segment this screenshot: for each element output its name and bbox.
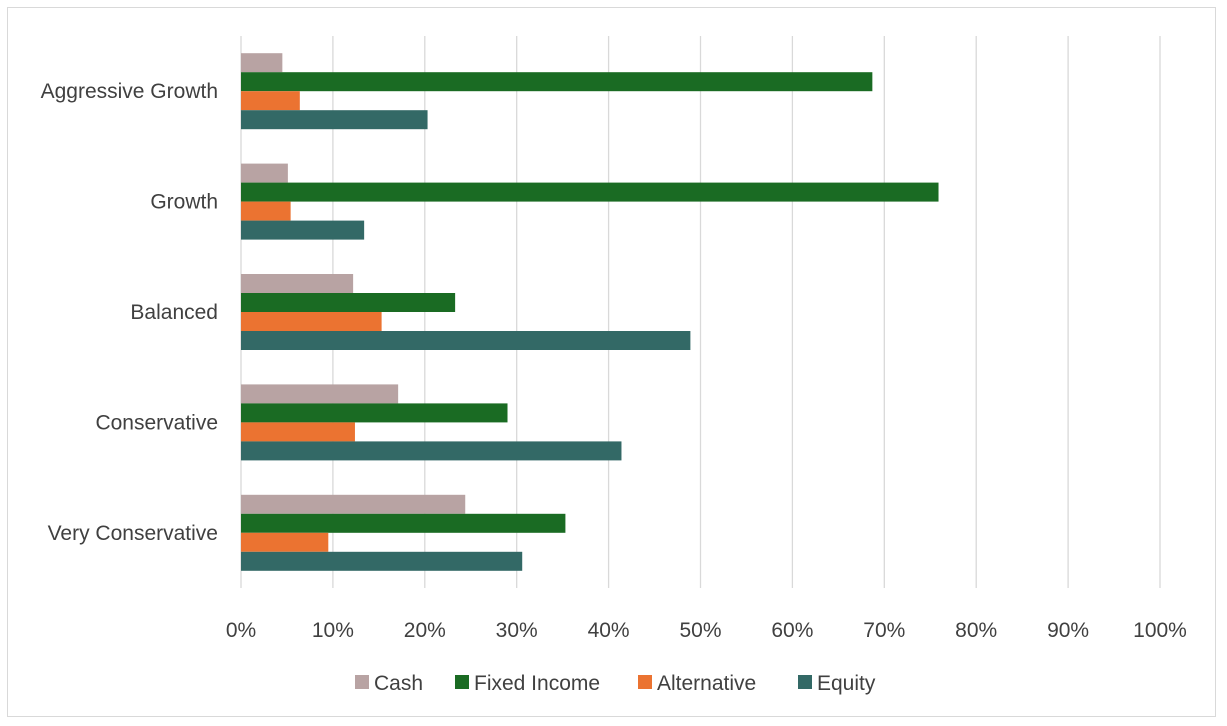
category-label: Balanced bbox=[130, 301, 218, 324]
x-tick-label: 70% bbox=[863, 619, 905, 642]
bar-alternative bbox=[241, 312, 382, 331]
chart-frame bbox=[7, 7, 1216, 717]
x-tick-label: 80% bbox=[955, 619, 997, 642]
bar-cash bbox=[241, 274, 354, 293]
bars bbox=[241, 53, 939, 571]
x-tick-labels: 0% 10% 20% 30% 40% 50% 60% 70% 80% 90% 100% bbox=[226, 619, 1187, 642]
x-tick-label: 50% bbox=[679, 619, 721, 642]
bar-fixed-income bbox=[241, 182, 939, 202]
bar-cash bbox=[241, 163, 288, 183]
bar-alternative bbox=[241, 201, 291, 221]
legend-swatch bbox=[455, 675, 469, 689]
bar-equity bbox=[241, 110, 428, 130]
legend-label: Fixed Income bbox=[474, 672, 600, 695]
bar-fixed-income bbox=[241, 72, 873, 92]
bar-cash bbox=[241, 494, 466, 514]
x-tick-label: 60% bbox=[771, 619, 813, 642]
x-tick-label: 30% bbox=[496, 619, 538, 642]
x-tick-label: 90% bbox=[1047, 619, 1089, 642]
bar-alternative bbox=[241, 532, 329, 552]
x-tick-label: 40% bbox=[588, 619, 630, 642]
category-label: Very Conservative bbox=[48, 522, 218, 545]
x-tick-label: 0% bbox=[226, 619, 256, 642]
legend: Cash Fixed Income Alternative Equity bbox=[355, 672, 876, 695]
legend-swatch bbox=[798, 675, 812, 689]
bar-fixed-income bbox=[241, 513, 566, 533]
legend-label: Alternative bbox=[657, 672, 756, 695]
category-label: Conservative bbox=[95, 411, 218, 434]
legend-swatch bbox=[355, 675, 369, 689]
legend-swatch bbox=[638, 675, 652, 689]
bar-fixed-income bbox=[241, 293, 456, 312]
category-label: Aggressive Growth bbox=[41, 80, 218, 103]
bar-cash bbox=[241, 384, 399, 404]
x-tick-label: 100% bbox=[1133, 619, 1187, 642]
legend-label: Cash bbox=[374, 672, 423, 695]
bar-equity bbox=[241, 331, 691, 350]
bar-alternative bbox=[241, 91, 300, 111]
x-tick-label: 20% bbox=[404, 619, 446, 642]
bar-fixed-income bbox=[241, 403, 508, 423]
legend-label: Equity bbox=[817, 672, 876, 695]
bar-equity bbox=[241, 441, 622, 461]
bar-cash bbox=[241, 53, 283, 73]
bar-alternative bbox=[241, 422, 355, 442]
category-label: Growth bbox=[150, 191, 218, 214]
bar-equity bbox=[241, 220, 365, 240]
category-labels: Very Conservative Conservative Balanced Gro… bbox=[41, 80, 218, 545]
x-tick-label: 10% bbox=[312, 619, 354, 642]
bar-equity bbox=[241, 551, 523, 571]
